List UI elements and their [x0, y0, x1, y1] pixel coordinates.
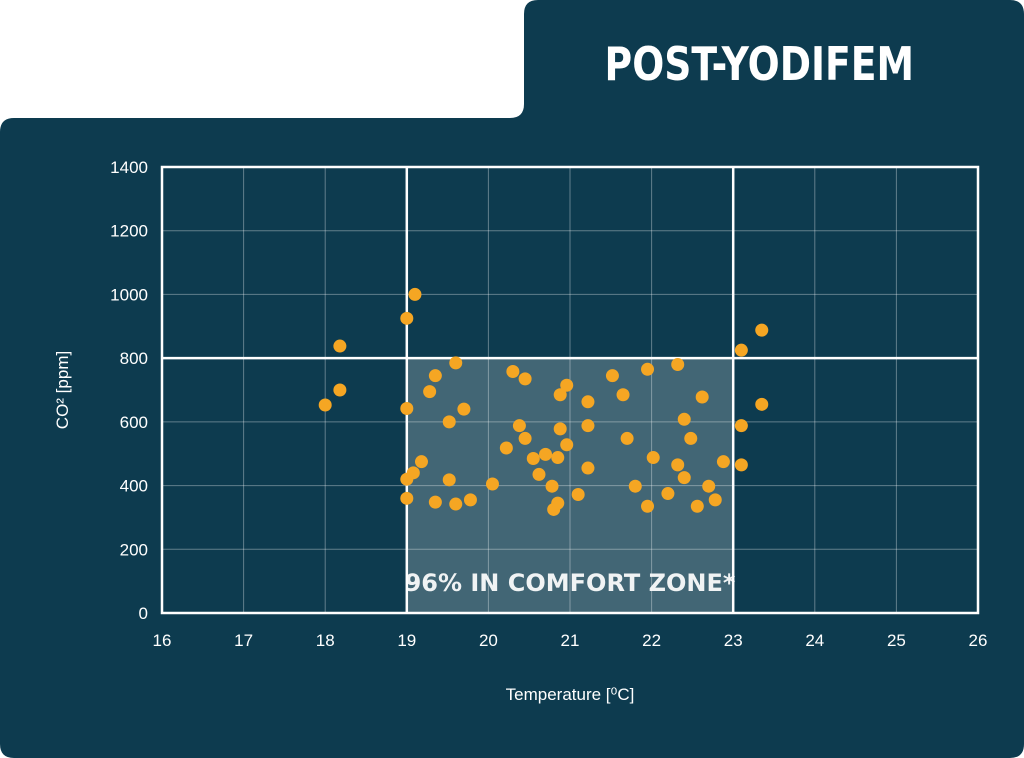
- data-point: [485, 477, 499, 491]
- data-point: [581, 419, 595, 433]
- comfort-zone-region: [406, 358, 734, 613]
- data-point: [560, 378, 574, 392]
- data-point: [506, 365, 520, 379]
- x-tick-label: 22: [642, 631, 661, 650]
- x-tick-label: 26: [969, 631, 988, 650]
- x-tick-label: 18: [316, 631, 335, 650]
- data-point: [560, 438, 574, 452]
- data-point: [551, 496, 565, 510]
- data-point: [671, 358, 685, 372]
- data-point: [695, 390, 709, 404]
- data-point: [442, 473, 456, 487]
- data-point: [532, 467, 546, 481]
- x-tick-label: 19: [397, 631, 416, 650]
- y-tick-label: 1200: [110, 222, 148, 241]
- x-tick-label: 16: [153, 631, 172, 650]
- x-tick-label: 24: [805, 631, 824, 650]
- data-point: [684, 431, 698, 445]
- data-point: [641, 362, 655, 376]
- data-point: [457, 402, 471, 416]
- data-point: [755, 397, 769, 411]
- data-point: [545, 479, 559, 493]
- x-axis-ticks: 16 17 18 19 20 21 22 23 24 25 26: [153, 631, 988, 650]
- comfort-zone-label: 96% IN COMFORT ZONE*: [405, 569, 736, 597]
- data-point: [571, 487, 585, 501]
- data-point: [526, 451, 540, 465]
- data-point: [499, 441, 513, 455]
- data-point: [677, 471, 691, 485]
- data-point: [716, 455, 730, 469]
- data-point: [553, 388, 567, 402]
- y-tick-label: 600: [120, 413, 148, 432]
- data-point: [641, 499, 655, 513]
- y-axis-label: CO² [ppm]: [53, 351, 72, 429]
- y-axis-ticks: 0 200 400 600 800 1000 1200 1400: [110, 158, 148, 623]
- data-point: [708, 493, 722, 507]
- data-point: [423, 385, 437, 399]
- x-axis-label: Temperature [⁰C]: [506, 685, 635, 704]
- data-point: [671, 458, 685, 472]
- data-point: [333, 339, 347, 353]
- x-tick-label: 21: [561, 631, 580, 650]
- data-point: [755, 323, 769, 337]
- data-point: [442, 415, 456, 429]
- comfort-zone-boundaries: [162, 167, 978, 613]
- data-point: [333, 383, 347, 397]
- data-point: [581, 395, 595, 409]
- y-tick-label: 800: [120, 349, 148, 368]
- data-point: [408, 287, 422, 301]
- y-tick-label: 200: [120, 540, 148, 559]
- data-point: [702, 479, 716, 493]
- data-point: [449, 497, 463, 511]
- y-tick-label: 1400: [110, 158, 148, 177]
- data-point: [518, 431, 532, 445]
- data-point: [661, 487, 675, 501]
- data-point: [646, 451, 660, 465]
- data-point: [734, 419, 748, 433]
- x-tick-label: 17: [234, 631, 253, 650]
- data-point: [734, 343, 748, 357]
- plot-frame: [160, 165, 980, 615]
- data-point: [620, 431, 634, 445]
- data-point: [449, 356, 463, 370]
- data-point: [406, 466, 420, 480]
- data-point: [734, 458, 748, 472]
- x-tick-label: 25: [887, 631, 906, 650]
- chart-title: POST-YODIFEM: [605, 37, 914, 91]
- y-tick-label: 0: [139, 604, 148, 623]
- data-point: [551, 451, 565, 465]
- data-points: [318, 287, 769, 516]
- data-point: [690, 499, 704, 513]
- data-point: [539, 447, 553, 461]
- data-point: [518, 372, 532, 386]
- y-tick-label: 1000: [110, 285, 148, 304]
- data-point: [400, 311, 414, 325]
- data-point: [463, 493, 477, 507]
- data-point: [428, 369, 442, 383]
- data-point: [605, 369, 619, 383]
- x-tick-label: 23: [724, 631, 743, 650]
- data-point: [616, 388, 630, 402]
- data-point: [553, 422, 567, 436]
- data-point: [428, 495, 442, 509]
- data-point: [414, 455, 428, 469]
- x-tick-label: 20: [479, 631, 498, 650]
- data-point: [581, 461, 595, 475]
- data-point: [400, 491, 414, 505]
- data-point: [318, 398, 332, 412]
- data-point: [512, 419, 526, 433]
- data-point: [628, 479, 642, 493]
- data-point: [677, 412, 691, 426]
- data-point: [400, 401, 414, 415]
- y-tick-label: 400: [120, 477, 148, 496]
